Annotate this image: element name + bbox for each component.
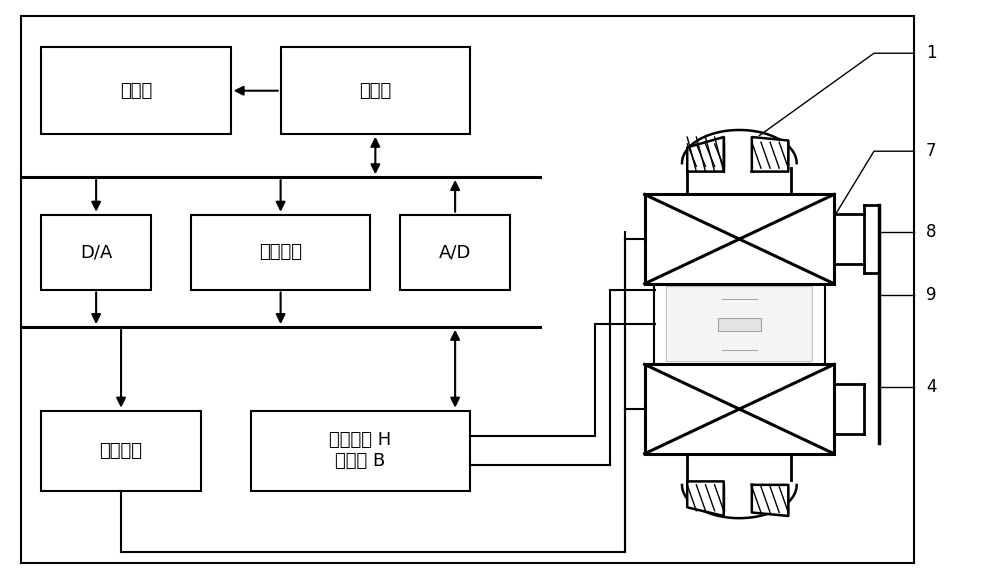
Text: 励磁电源: 励磁电源 bbox=[100, 442, 143, 460]
Bar bbox=[41, 47, 231, 134]
Bar bbox=[251, 411, 470, 491]
Text: 9: 9 bbox=[926, 286, 936, 304]
Text: 计算机: 计算机 bbox=[359, 82, 391, 100]
Bar bbox=[191, 215, 370, 290]
FancyBboxPatch shape bbox=[666, 287, 812, 362]
Bar bbox=[41, 411, 201, 491]
Bar bbox=[41, 215, 151, 290]
Bar bbox=[400, 215, 510, 290]
Polygon shape bbox=[752, 485, 788, 516]
Polygon shape bbox=[687, 137, 724, 171]
Text: 8: 8 bbox=[926, 223, 936, 241]
Text: 开关控制: 开关控制 bbox=[259, 243, 302, 261]
Polygon shape bbox=[687, 481, 724, 516]
Text: 7: 7 bbox=[926, 142, 936, 160]
Text: D/A: D/A bbox=[80, 243, 112, 261]
Bar bbox=[718, 317, 761, 331]
Bar bbox=[281, 47, 470, 134]
Text: 1: 1 bbox=[926, 44, 936, 63]
Text: 特斯拉计 H
磁通表 B: 特斯拉计 H 磁通表 B bbox=[329, 431, 392, 470]
Bar bbox=[645, 364, 834, 454]
Bar bbox=[645, 195, 834, 284]
Text: 4: 4 bbox=[926, 379, 936, 397]
Polygon shape bbox=[752, 137, 788, 171]
Text: A/D: A/D bbox=[439, 243, 471, 261]
Text: 打印机: 打印机 bbox=[120, 82, 152, 100]
